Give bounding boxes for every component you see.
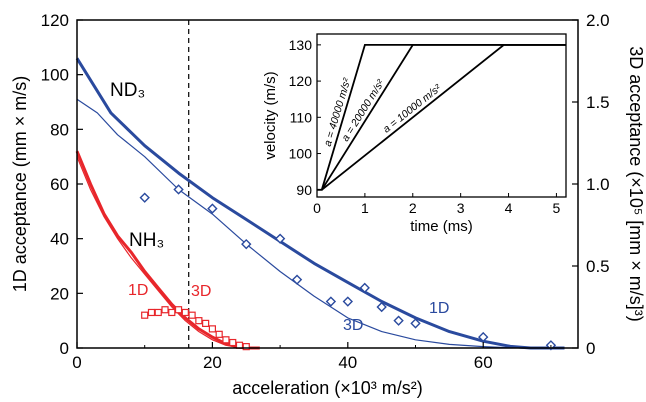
- curve-labels: ND₃ NH₃ 1D 3D 1D 3D: [110, 80, 449, 334]
- nh3-3d-square-marker: [202, 319, 210, 327]
- nd3-3d-diamond-marker: [274, 233, 286, 244]
- nd3-3d-diamond-marker: [325, 296, 337, 307]
- inset-x-tick-label: 5: [553, 200, 561, 216]
- inset-x-tick-label: 1: [361, 200, 369, 216]
- inset-x-tick-label: 2: [409, 200, 417, 216]
- y-tick-label: 80: [50, 120, 69, 139]
- inset-x-tick-label: 0: [313, 200, 321, 216]
- nh3-3d-square-marker: [174, 306, 183, 314]
- y2-tick-label: 2.0: [586, 11, 610, 30]
- nh3-3d-square-marker: [229, 338, 237, 347]
- inset-y-tick-label: 130: [289, 37, 313, 53]
- nd3-1d-label: 1D: [429, 300, 449, 317]
- y-axis-title: 1D acceptance (mm × m/s): [10, 76, 30, 293]
- inset-y-tick-label: 100: [289, 146, 313, 162]
- y2-tick-label: 1.5: [586, 93, 610, 112]
- main-axes: 0 20 40 6002040608010012000.51.01.52.0accel…: [10, 11, 646, 398]
- x-tick-label: 20: [203, 353, 222, 372]
- y-tick-label: 40: [50, 230, 69, 249]
- nd3-3d-diamond-marker: [359, 282, 370, 294]
- nh3-3d-square-marker: [147, 308, 156, 317]
- nh3-3d-square-marker: [168, 308, 176, 317]
- y-tick-label: 60: [50, 175, 69, 194]
- nh3-3d-square-marker: [215, 330, 223, 338]
- y2-tick-label: 0: [586, 339, 595, 358]
- nd3-label: ND₃: [110, 80, 145, 101]
- inset-y-tick-label: 90: [296, 182, 312, 198]
- x-tick-label: 40: [338, 353, 357, 372]
- y2-tick-label: 1.0: [586, 175, 610, 194]
- inset-x-axis-title: time (ms): [410, 218, 473, 235]
- series-nh3-1d: [75, 150, 260, 350]
- nh3-3d-square-marker: [154, 308, 162, 317]
- inset-frame: [316, 33, 567, 198]
- nd3-3d-diamond-marker: [207, 203, 218, 214]
- nh3-3d-square-marker: [208, 325, 217, 333]
- x-tick-label: 60: [474, 353, 493, 372]
- nh3-label: NH₃: [129, 230, 164, 251]
- nh3-3d-square-marker: [222, 336, 230, 344]
- y2-axis-title: 3D acceptance (×10⁵ [mm × m/s]³): [626, 46, 646, 322]
- nd3-3d-label: 3D: [343, 317, 363, 334]
- y-tick-label: 20: [50, 284, 69, 303]
- nd3-3d-diamond-marker: [139, 192, 150, 203]
- nd3-3d-diamond-marker: [478, 331, 489, 343]
- nd3-3d-diamond-marker: [291, 274, 303, 285]
- y-tick-label: 0: [60, 339, 69, 358]
- series-nh3-3d: [76, 156, 247, 349]
- y2-tick-label: 0.5: [586, 257, 610, 276]
- nh3-1d-label: 1D: [128, 282, 148, 299]
- inset-x-tick-label: 4: [505, 200, 513, 216]
- nd3-3d-diamond-marker: [376, 301, 387, 313]
- inset-x-tick-label: 3: [457, 200, 465, 216]
- nh3-3d-square-marker: [181, 308, 189, 317]
- x-axis-title: acceleration (×10³ m/s²): [232, 378, 423, 398]
- nd3-3d-diamond-marker: [393, 315, 404, 326]
- nh3-3d-square-marker: [242, 343, 250, 351]
- x-tick-label: 0: [72, 353, 81, 372]
- inset-series-2: [321, 44, 566, 191]
- series-nd3-3d: [76, 98, 551, 349]
- nd3-3d-diamond-marker: [173, 184, 184, 195]
- inset-y-axis-title: velocity (m/s): [262, 71, 279, 159]
- inset-y-tick-label: 120: [289, 73, 313, 89]
- y-tick-label: 120: [41, 11, 69, 30]
- nh3-3d-square-marker: [161, 306, 169, 314]
- nh3-3d-square-marker: [195, 317, 203, 325]
- nh3-3d-square-marker: [141, 311, 149, 319]
- nh3-3d-square-marker: [188, 311, 196, 319]
- nd3-3d-diamond-marker: [241, 238, 252, 250]
- nd3-3d-diamond-marker: [410, 318, 421, 329]
- series-nd3-1d: [75, 57, 565, 350]
- nh3-3d-label: 3D: [191, 283, 211, 300]
- inset-plot: a = 40000 m/s²a = 20000 m/s²a = 10000 m/…: [262, 33, 567, 235]
- y-tick-label: 100: [41, 66, 69, 85]
- inset-y-tick-label: 110: [290, 109, 313, 125]
- nd3-3d-diamond-marker: [342, 296, 354, 307]
